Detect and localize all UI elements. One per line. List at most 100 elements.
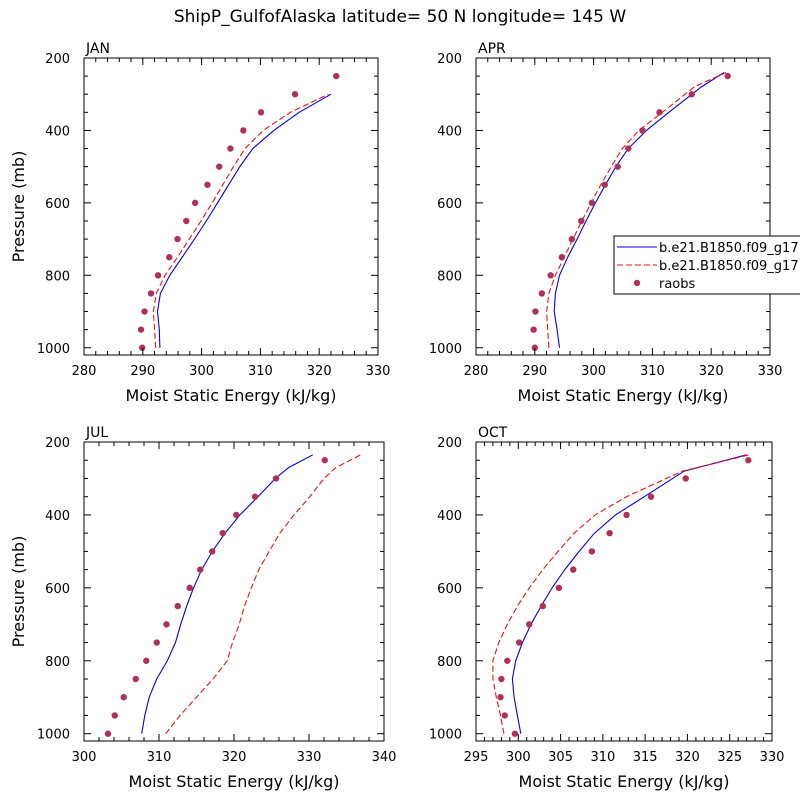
raobs-point: [174, 235, 181, 243]
x-tick-label: 280: [72, 364, 97, 379]
raobs-point: [623, 511, 630, 519]
raobs-point: [578, 217, 585, 225]
raobs-point: [174, 602, 181, 610]
raobs-point: [154, 272, 162, 279]
raobs-point: [139, 344, 146, 351]
x-tick-label: 340: [372, 750, 397, 765]
raobs-point: [682, 475, 689, 482]
legend-label: b.e21.B1850.f09_g17: [659, 259, 799, 274]
figure-title: ShipP_GulfofAlaska latitude= 50 N longit…: [174, 7, 626, 27]
x-tick-label: 320: [307, 364, 332, 379]
x-tick-label: 300: [506, 750, 531, 765]
y-tick-label: 400: [437, 124, 462, 139]
raobs-point: [526, 621, 533, 628]
raobs-point: [219, 529, 226, 537]
raobs-point: [501, 712, 508, 719]
raobs-point: [333, 72, 340, 80]
y-tick-label: 800: [437, 655, 462, 670]
plot-area: [137, 72, 340, 351]
x-tick-label: 305: [548, 750, 573, 765]
panel-apr: 280 290 300 310 320 330 200 400 600 800 1000 APR Moi…: [429, 41, 783, 405]
x-tick-label: 300: [581, 364, 606, 379]
y-tick-label: 1000: [429, 728, 462, 743]
y-tick-label: 200: [437, 52, 462, 67]
x-tick-label: 310: [248, 364, 273, 379]
model1-line: [553, 72, 725, 348]
raobs-point: [257, 109, 265, 116]
x-tick-label: 315: [633, 750, 658, 765]
raobs-point: [511, 730, 519, 737]
x-tick-label: 300: [72, 750, 97, 765]
raobs-point: [163, 621, 170, 628]
x-axis-label: Moist Static Energy (kJ/kg): [129, 772, 340, 791]
raobs-point: [530, 326, 537, 333]
legend: b.e21.B1850.f09_g17 b.e21.B1850.f09_g17ra…: [613, 235, 800, 295]
model2-line: [152, 93, 329, 348]
raobs-point: [588, 548, 596, 555]
y-tick-label: 600: [45, 197, 70, 212]
plot-frame: [83, 57, 379, 356]
raobs-point: [606, 529, 613, 537]
raobs-point: [240, 127, 247, 134]
panel-jul: 300 310 320 330 340 200 400 600 800 1000 JUL Moist …: [9, 425, 396, 791]
raobs-point: [538, 290, 546, 297]
raobs-point: [233, 511, 240, 519]
raobs-point: [568, 235, 576, 243]
raobs-point: [227, 145, 234, 152]
x-tick-label: 300: [189, 364, 214, 379]
raobs-point: [111, 712, 118, 719]
raobs-point: [515, 639, 523, 646]
panel-title: JAN: [85, 41, 110, 57]
raobs-point: [647, 493, 655, 500]
y-tick-label: 1000: [429, 342, 462, 357]
raobs-point: [321, 457, 328, 464]
raobs-point: [291, 91, 299, 98]
y-tick-label: 200: [437, 436, 462, 451]
x-tick-label: 325: [717, 750, 742, 765]
x-axis-label: Moist Static Energy (kJ/kg): [126, 386, 337, 405]
x-axis-label: Moist Static Energy (kJ/kg): [519, 772, 730, 791]
raobs-point: [120, 694, 127, 701]
x-tick-label: 330: [758, 364, 783, 379]
y-axis-label: Pressure (mb): [9, 536, 28, 648]
y-tick-label: 600: [437, 582, 462, 597]
x-tick-label: 320: [222, 750, 247, 765]
y-tick-label: 200: [45, 52, 70, 67]
raobs-point: [204, 181, 211, 188]
x-tick-label: 320: [699, 364, 724, 379]
x-tick-label: 330: [366, 364, 391, 379]
x-axis-label: Moist Static Energy (kJ/kg): [518, 386, 729, 405]
raobs-point: [143, 657, 150, 664]
raobs-point: [153, 639, 160, 646]
y-axis-label: Pressure (mb): [9, 151, 28, 263]
raobs-point: [570, 566, 577, 573]
raobs-point: [601, 181, 608, 188]
y-tick-label: 200: [45, 436, 70, 451]
x-tick-label: 330: [760, 750, 785, 765]
model2-line: [492, 454, 750, 734]
plot-area: [530, 71, 731, 351]
raobs-point: [137, 326, 145, 333]
y-tick-label: 600: [45, 582, 70, 597]
x-tick-label: 320: [675, 750, 700, 765]
panel-oct: 295 300 305 310 315 320 325 330 200 400 600 800 1000…: [429, 425, 785, 791]
raobs-point: [216, 163, 223, 170]
raobs-point: [531, 344, 538, 351]
x-tick-label: 280: [464, 364, 489, 379]
panel-title: OCT: [478, 425, 508, 441]
raobs-point: [183, 217, 190, 225]
panel-title: APR: [478, 41, 506, 57]
y-tick-label: 800: [437, 269, 462, 284]
raobs-point: [504, 657, 511, 664]
model2-line: [546, 71, 727, 348]
raobs-point: [547, 272, 554, 279]
raobs-point: [639, 127, 646, 134]
panel-title: JUL: [85, 425, 108, 441]
raobs-point: [209, 548, 216, 555]
raobs-point: [724, 72, 731, 80]
x-tick-label: 330: [297, 750, 322, 765]
model1-line: [511, 454, 747, 734]
x-tick-label: 310: [590, 750, 615, 765]
y-tick-label: 400: [45, 124, 70, 139]
